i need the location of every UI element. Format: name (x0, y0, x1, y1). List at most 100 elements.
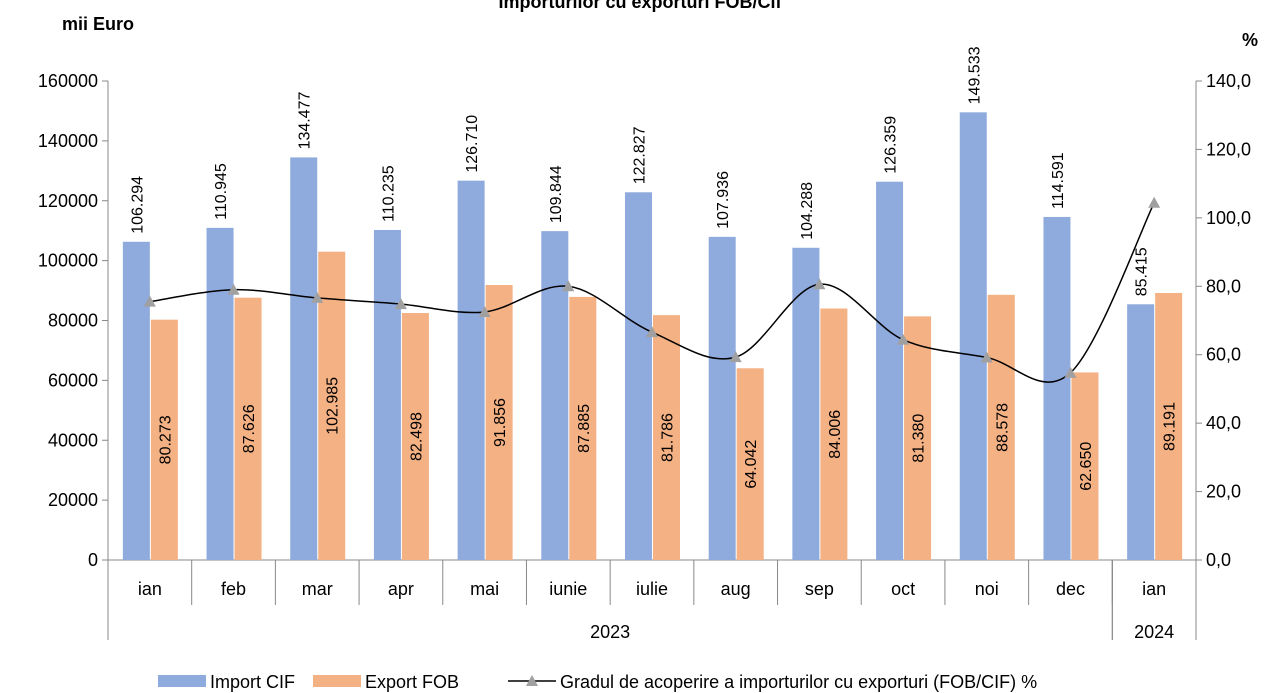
x-tick-label: apr (388, 579, 414, 599)
data-label: 89.191 (1162, 402, 1179, 451)
bar (625, 192, 652, 560)
data-label: 110.235 (380, 165, 397, 222)
bar (234, 297, 262, 560)
data-label: 87.885 (576, 404, 593, 453)
x-tick-label: noi (975, 579, 999, 599)
legend-swatch (313, 675, 361, 687)
y-tick-label: 80000 (48, 311, 98, 331)
y-tick-label: 0 (88, 550, 98, 570)
data-label: 102.985 (325, 377, 342, 435)
legend-label: Export FOB (365, 672, 459, 692)
y-tick-label: 100000 (38, 251, 98, 271)
data-label: 107.936 (715, 171, 732, 229)
line-marker (394, 298, 407, 310)
bar (708, 236, 736, 561)
data-label: 109.844 (548, 165, 565, 223)
data-label: 106.294 (129, 176, 146, 234)
legend-label: Gradul de acoperire a importurilor cu ex… (560, 672, 1037, 692)
x-tick-label: dec (1056, 579, 1085, 599)
line-marker (813, 278, 826, 290)
data-label: 126.359 (883, 116, 900, 174)
bar (569, 296, 597, 560)
bar (373, 229, 401, 561)
data-label: 87.626 (241, 404, 258, 453)
bar (1127, 304, 1155, 560)
data-label: 80.273 (157, 415, 174, 464)
data-label: 122.827 (632, 126, 649, 184)
bar (987, 294, 1015, 560)
bar (736, 368, 764, 560)
data-label: 114.591 (1050, 152, 1067, 209)
group-label: 2023 (590, 622, 630, 642)
line-marker (897, 333, 910, 345)
bar (1071, 372, 1099, 560)
x-tick-label: ian (1142, 579, 1166, 599)
data-label: 134.477 (297, 91, 314, 149)
data-label: 84.006 (827, 410, 844, 459)
line-marker (980, 351, 993, 363)
y2-tick-label: 20,0 (1206, 482, 1241, 502)
y2-axis-label: % (1242, 30, 1258, 50)
line-marker (1064, 366, 1077, 378)
data-label: 85.415 (1134, 247, 1151, 296)
data-label: 62.650 (1078, 442, 1095, 491)
data-label: 91.856 (492, 398, 509, 447)
bar (959, 112, 987, 561)
group-label: 2024 (1134, 622, 1174, 642)
data-label: 149.533 (966, 46, 983, 104)
data-label: 64.042 (743, 440, 760, 489)
legend-swatch (158, 675, 206, 687)
line-marker (143, 295, 156, 307)
bar (1155, 292, 1183, 560)
bar (290, 157, 318, 560)
y2-tick-label: 100,0 (1206, 208, 1251, 228)
y-tick-label: 120000 (38, 191, 98, 211)
x-tick-label: iunie (549, 579, 587, 599)
x-tick-label: iulie (636, 579, 668, 599)
data-label: 104.288 (799, 182, 816, 240)
bar (206, 227, 234, 561)
bar (541, 231, 569, 560)
x-tick-label: ian (138, 579, 162, 599)
line-marker (729, 351, 742, 363)
legend-label: Import CIF (210, 672, 295, 692)
x-tick-label: sep (805, 579, 834, 599)
bar (792, 247, 820, 561)
bar (653, 315, 680, 560)
x-tick-label: feb (221, 579, 246, 599)
data-label: 110.945 (213, 163, 230, 220)
x-tick-label: mar (302, 579, 333, 599)
y-tick-label: 20000 (48, 490, 98, 510)
bar (457, 180, 485, 561)
bar (485, 285, 513, 560)
y2-tick-label: 60,0 (1206, 345, 1241, 365)
y2-tick-label: 120,0 (1206, 139, 1251, 159)
y-tick-label: 140000 (38, 131, 98, 151)
y2-tick-label: 80,0 (1206, 276, 1241, 296)
line-marker (311, 291, 324, 303)
line-marker (562, 280, 575, 292)
bar (820, 308, 848, 560)
data-label: 126.710 (464, 115, 481, 173)
x-tick-label: oct (891, 579, 915, 599)
data-label: 81.380 (911, 414, 928, 463)
data-label: 81.786 (660, 413, 677, 462)
y-tick-label: 160000 (38, 71, 98, 91)
bar (150, 319, 178, 560)
line-marker (1148, 196, 1161, 208)
line-marker (646, 326, 658, 338)
bar (122, 241, 150, 560)
bar (1043, 216, 1071, 561)
y2-tick-label: 40,0 (1206, 413, 1241, 433)
line-marker (478, 305, 491, 317)
y-tick-label: 40000 (48, 430, 98, 450)
y2-tick-label: 0,0 (1206, 550, 1231, 570)
y-tick-label: 60000 (48, 370, 98, 390)
x-tick-label: mai (470, 579, 499, 599)
y-axis-label: mii Euro (62, 14, 134, 34)
bar (401, 313, 429, 560)
x-tick-label: aug (721, 579, 751, 599)
line-marker (227, 283, 240, 295)
y2-tick-label: 140,0 (1206, 71, 1251, 91)
